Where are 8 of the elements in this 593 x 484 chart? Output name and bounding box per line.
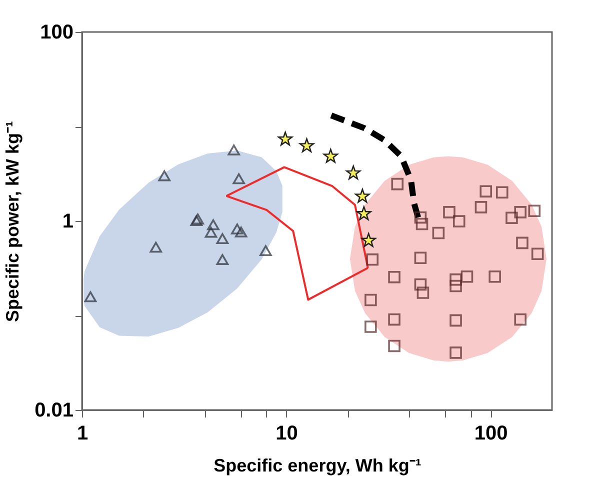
x-tick-label: 1	[76, 422, 88, 444]
x-tick-label: 10	[276, 422, 298, 444]
x-tick-label: 100	[474, 422, 508, 444]
x-axis-title: Specific energy, Wh kg⁻¹	[214, 456, 422, 476]
y-tick-label: 100	[40, 22, 74, 44]
y-tick-label: 1	[62, 210, 74, 232]
y-tick-label: 0.01	[34, 400, 74, 422]
y-axis-title: Specific power, kW kg⁻¹	[2, 120, 23, 322]
